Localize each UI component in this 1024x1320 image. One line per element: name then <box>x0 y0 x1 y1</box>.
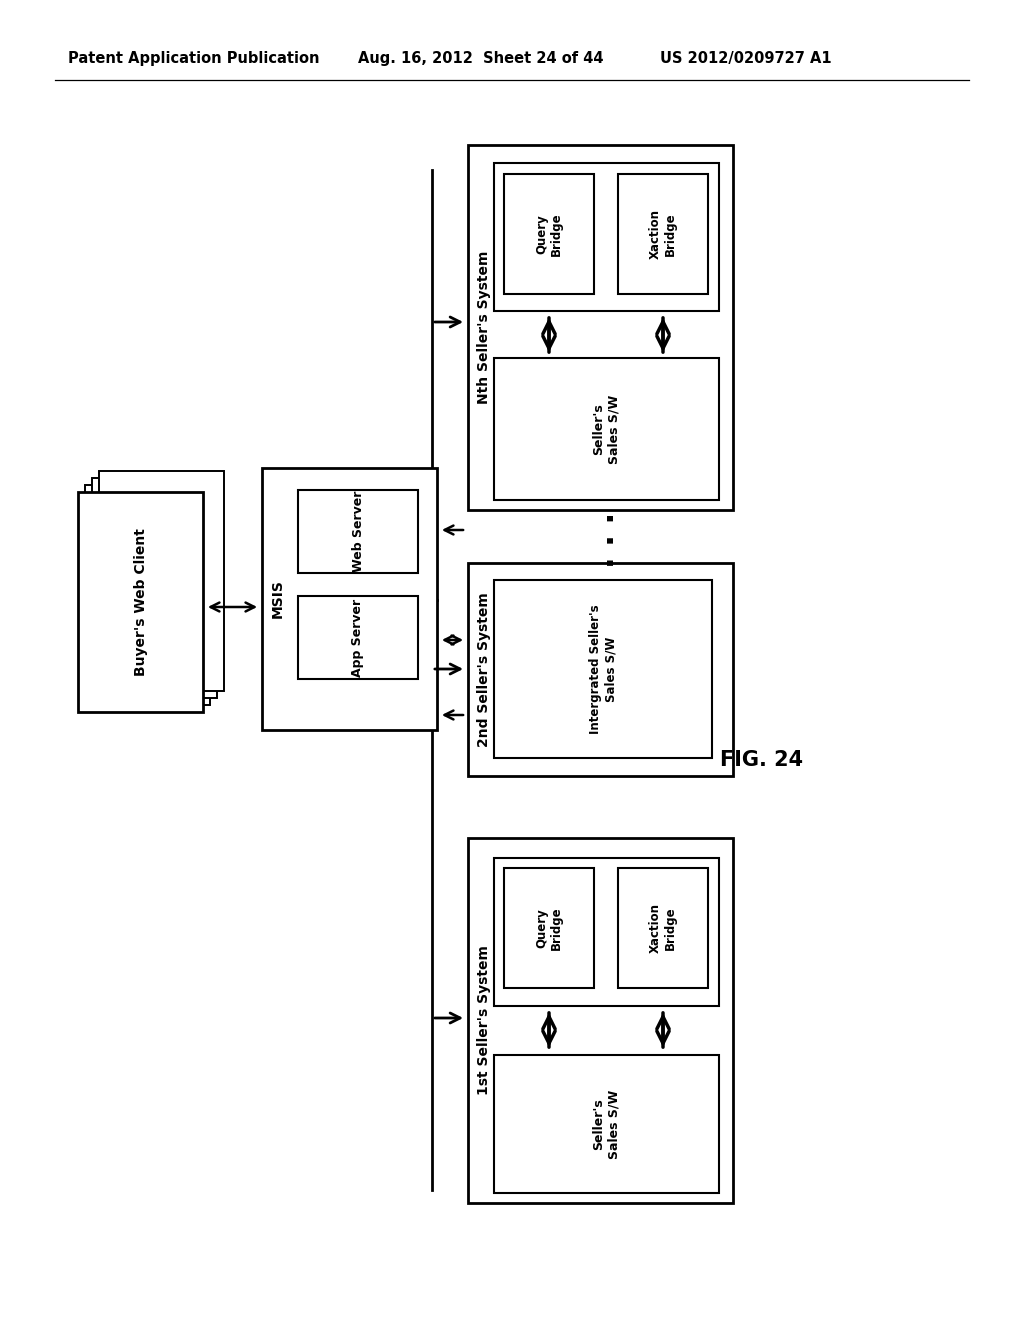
Bar <box>494 579 712 758</box>
Bar <box>504 174 594 294</box>
Text: MSIS: MSIS <box>271 579 285 619</box>
Bar <box>78 492 203 711</box>
Bar <box>468 564 733 776</box>
Text: Patent Application Publication: Patent Application Publication <box>68 50 319 66</box>
Text: App Server: App Server <box>351 598 365 677</box>
Text: Xaction
Bridge: Xaction Bridge <box>649 209 677 259</box>
Bar <box>298 490 418 573</box>
Text: Web Server: Web Server <box>351 491 365 572</box>
Text: . . .: . . . <box>592 512 621 568</box>
Text: Query
Bridge: Query Bridge <box>535 213 563 256</box>
Bar <box>262 469 437 730</box>
Bar <box>504 869 594 987</box>
Bar <box>618 869 708 987</box>
Bar <box>494 858 719 1006</box>
Text: Seller's
Sales S/W: Seller's Sales S/W <box>593 395 621 463</box>
Bar <box>468 145 733 510</box>
Text: US 2012/0209727 A1: US 2012/0209727 A1 <box>660 50 831 66</box>
Bar <box>92 478 217 698</box>
Bar <box>468 838 733 1203</box>
Bar <box>494 358 719 500</box>
Text: Aug. 16, 2012  Sheet 24 of 44: Aug. 16, 2012 Sheet 24 of 44 <box>358 50 603 66</box>
Bar <box>494 162 719 312</box>
Text: Intergrated Seller's
Sales S/W: Intergrated Seller's Sales S/W <box>589 605 617 734</box>
Bar <box>99 471 224 690</box>
Text: 1st Seller's System: 1st Seller's System <box>477 945 490 1096</box>
Bar <box>298 597 418 678</box>
Text: Seller's
Sales S/W: Seller's Sales S/W <box>593 1089 621 1159</box>
Bar <box>494 1055 719 1193</box>
Bar <box>85 484 210 705</box>
Text: FIG. 24: FIG. 24 <box>720 750 803 770</box>
Text: Nth Seller's System: Nth Seller's System <box>477 251 490 404</box>
Bar <box>618 174 708 294</box>
Text: Buyer's Web Client: Buyer's Web Client <box>133 528 147 676</box>
Text: 2nd Seller's System: 2nd Seller's System <box>477 593 490 747</box>
Text: Xaction
Bridge: Xaction Bridge <box>649 903 677 953</box>
Text: Query
Bridge: Query Bridge <box>535 907 563 950</box>
